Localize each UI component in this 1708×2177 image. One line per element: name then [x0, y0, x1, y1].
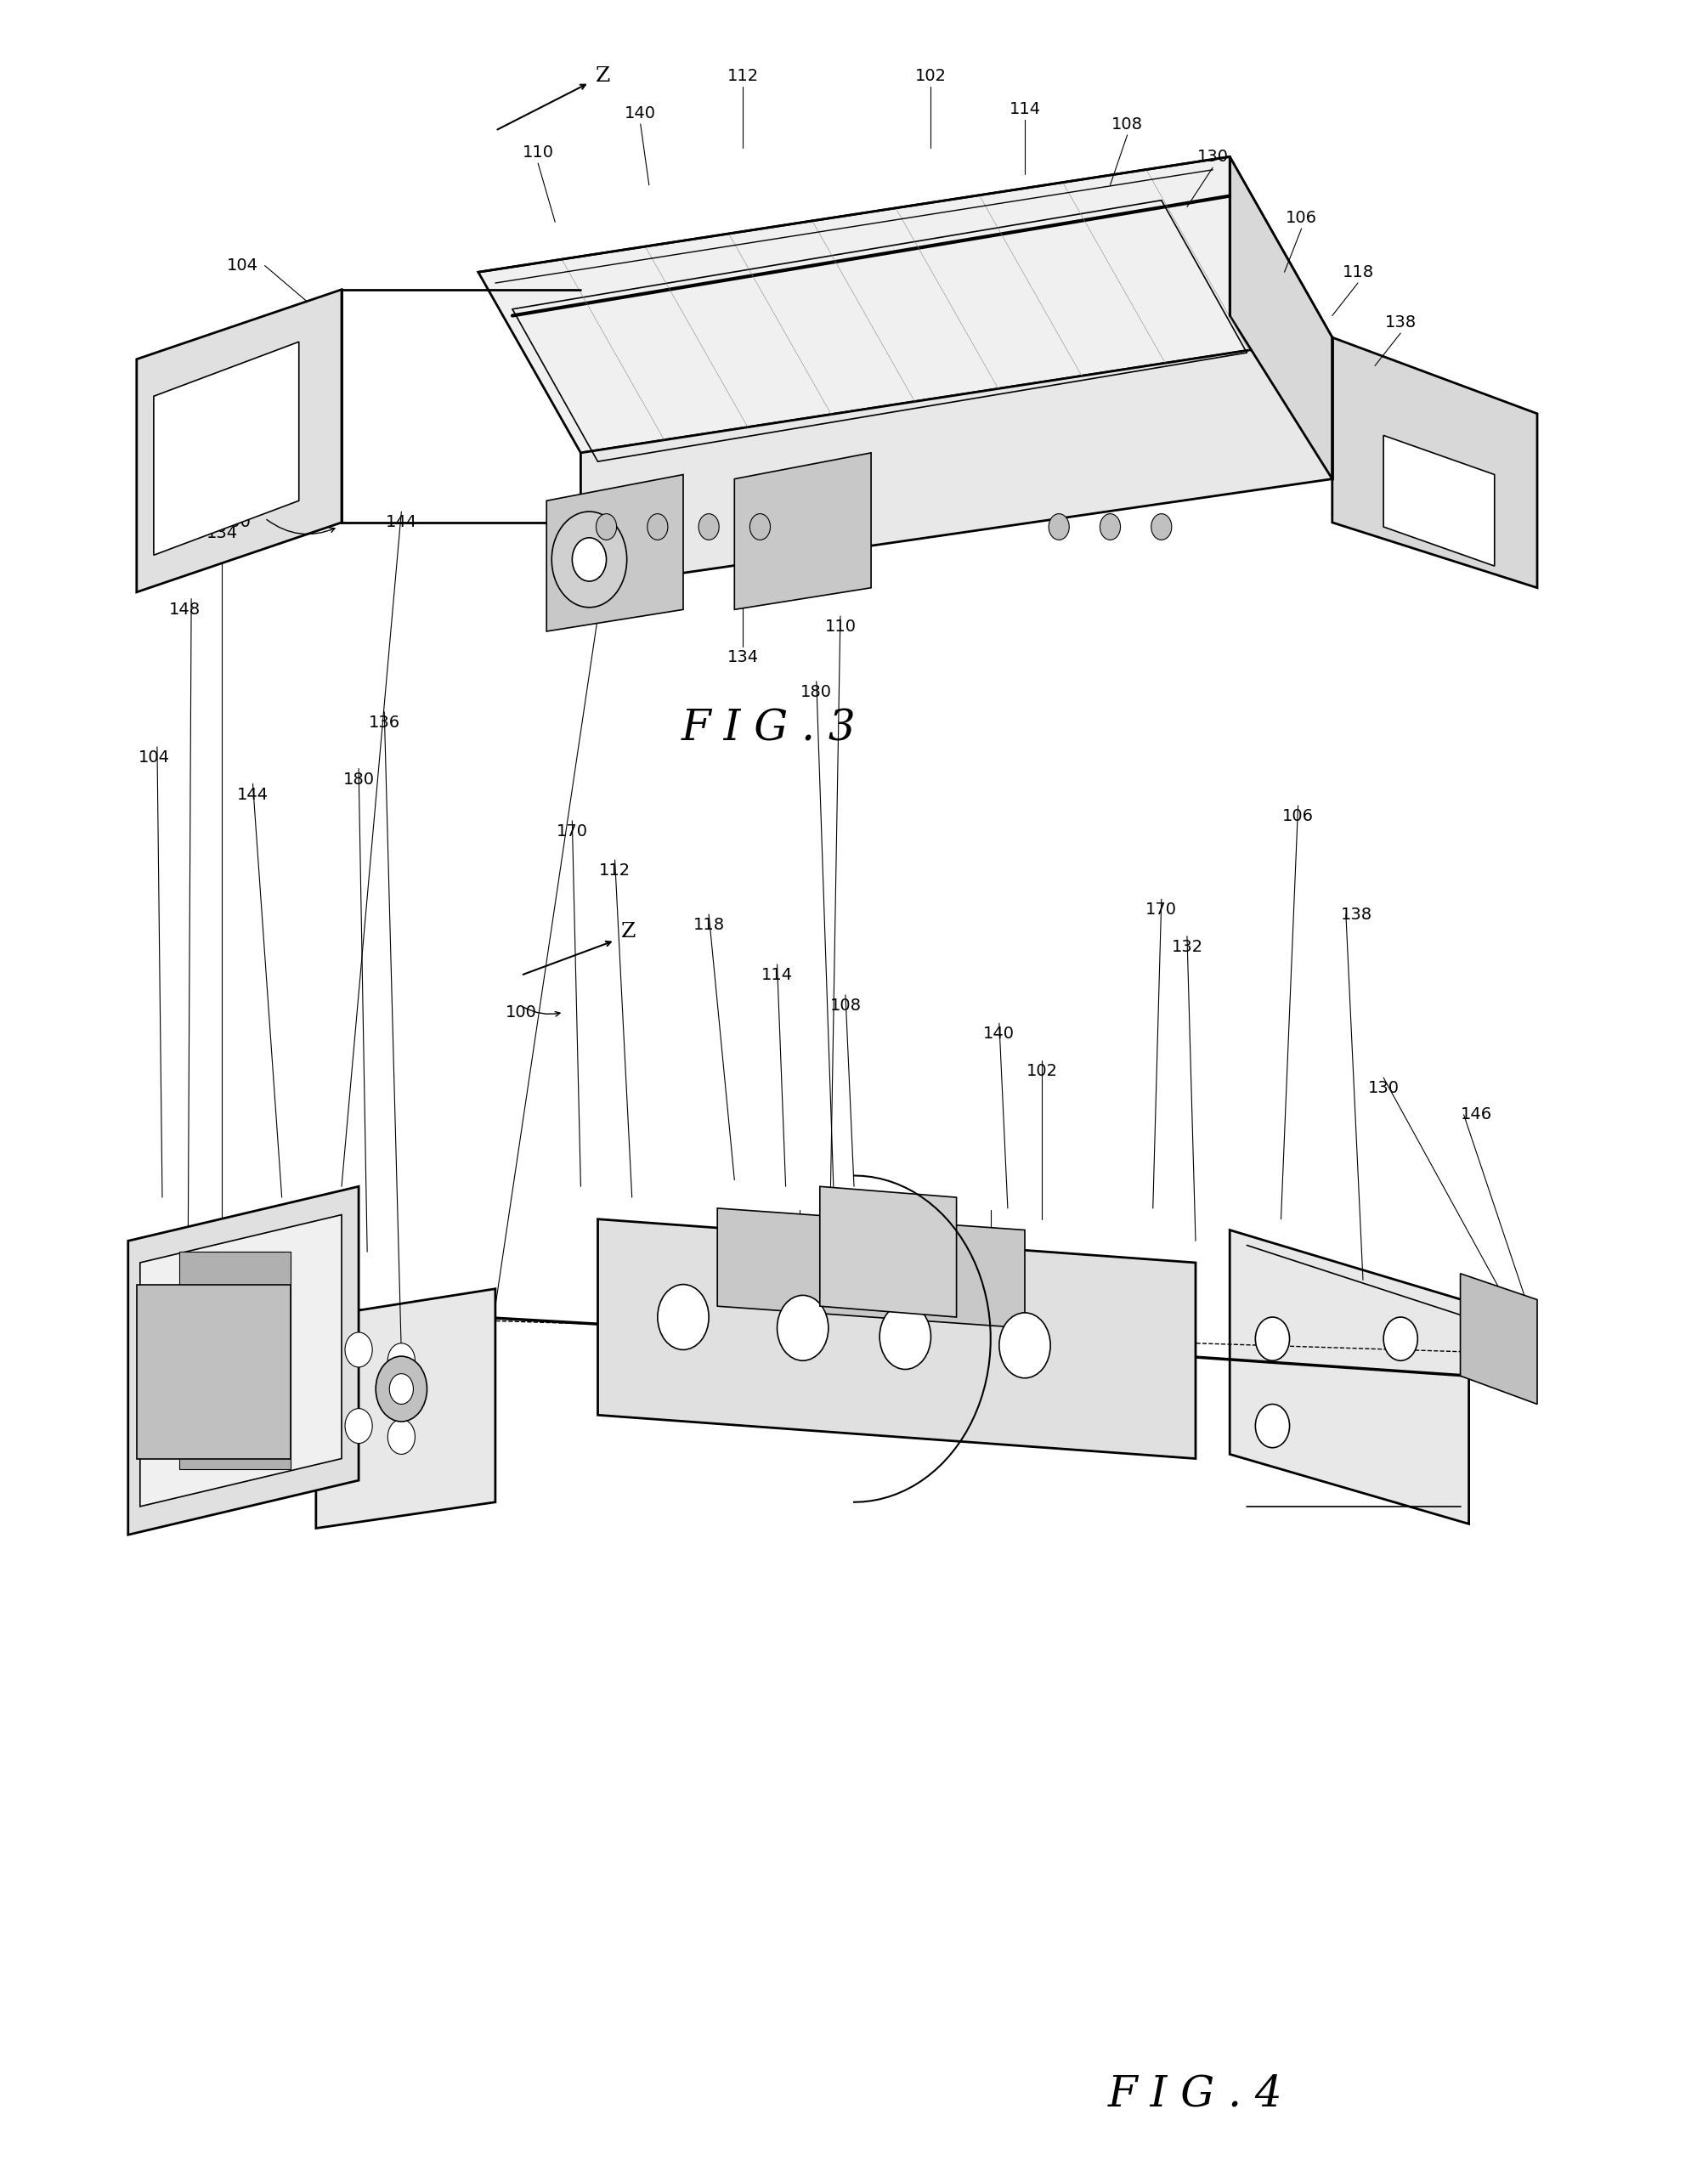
Circle shape [1255, 1404, 1290, 1448]
Text: 118: 118 [1342, 263, 1373, 281]
Circle shape [552, 512, 627, 607]
Circle shape [699, 514, 719, 540]
Text: 130: 130 [1197, 148, 1228, 165]
Polygon shape [478, 157, 1332, 453]
Text: 110: 110 [523, 144, 553, 161]
Circle shape [658, 1284, 709, 1350]
Text: 102: 102 [1027, 1062, 1057, 1080]
Polygon shape [1383, 435, 1494, 566]
Text: 144: 144 [237, 786, 268, 803]
Polygon shape [154, 342, 299, 555]
Text: 144: 144 [386, 514, 417, 531]
Bar [179, 1361, 290, 1415]
Text: 138: 138 [1341, 906, 1372, 923]
Polygon shape [1460, 1274, 1537, 1404]
Text: 140: 140 [984, 1025, 1015, 1043]
Circle shape [1151, 514, 1172, 540]
Circle shape [388, 1343, 415, 1378]
Circle shape [572, 538, 606, 581]
Circle shape [647, 514, 668, 540]
Text: 104: 104 [138, 749, 169, 766]
Text: 132: 132 [1172, 938, 1202, 956]
Circle shape [345, 1409, 372, 1443]
Text: 106: 106 [1283, 808, 1313, 825]
Text: Z: Z [596, 67, 610, 85]
Polygon shape [128, 1186, 359, 1535]
Polygon shape [1230, 1230, 1469, 1524]
Text: 114: 114 [762, 967, 793, 984]
Bar [179, 1415, 290, 1469]
Polygon shape [581, 337, 1332, 588]
Text: 130: 130 [1368, 1080, 1399, 1097]
Polygon shape [734, 453, 871, 610]
Text: 100: 100 [220, 514, 251, 531]
Circle shape [596, 514, 617, 540]
Text: 180: 180 [801, 684, 832, 701]
Text: 114: 114 [1009, 100, 1040, 118]
Text: 180: 180 [343, 771, 374, 788]
Text: Z: Z [622, 923, 635, 940]
Text: 108: 108 [830, 997, 861, 1014]
Circle shape [1049, 514, 1069, 540]
Circle shape [1255, 1317, 1290, 1361]
Polygon shape [717, 1208, 1025, 1328]
Text: 134: 134 [207, 525, 237, 542]
Text: 138: 138 [1385, 313, 1416, 331]
Text: 110: 110 [825, 618, 856, 636]
Text: 140: 140 [625, 104, 656, 122]
Polygon shape [137, 290, 342, 592]
Text: 102: 102 [915, 67, 946, 85]
Bar [179, 1306, 290, 1361]
Polygon shape [1332, 337, 1537, 588]
Text: 112: 112 [600, 862, 630, 880]
Circle shape [388, 1419, 415, 1454]
Polygon shape [140, 1215, 342, 1506]
Circle shape [345, 1332, 372, 1367]
Text: 112: 112 [728, 67, 758, 85]
Circle shape [1100, 514, 1120, 540]
Text: 118: 118 [693, 917, 724, 934]
Text: 136: 136 [369, 714, 400, 731]
Text: 104: 104 [227, 257, 258, 274]
Circle shape [999, 1313, 1050, 1378]
Circle shape [376, 1356, 427, 1422]
Text: F I G . 4: F I G . 4 [1108, 2073, 1283, 2116]
Text: 170: 170 [1146, 901, 1177, 919]
Circle shape [750, 514, 770, 540]
Circle shape [1383, 1317, 1418, 1361]
Polygon shape [316, 1289, 495, 1528]
Polygon shape [547, 475, 683, 631]
Polygon shape [1230, 157, 1332, 479]
Text: 148: 148 [169, 601, 200, 618]
Bar [137, 1284, 290, 1459]
Text: F I G . 3: F I G . 3 [681, 708, 856, 751]
Circle shape [880, 1304, 931, 1369]
Circle shape [777, 1295, 828, 1361]
Text: 142: 142 [591, 562, 622, 579]
Text: 108: 108 [1112, 115, 1143, 133]
Polygon shape [820, 1186, 956, 1317]
Text: 134: 134 [728, 649, 758, 666]
Text: 106: 106 [1286, 209, 1317, 226]
Circle shape [389, 1374, 413, 1404]
Polygon shape [598, 1219, 1196, 1459]
Text: 100: 100 [506, 1004, 536, 1021]
Bar [179, 1252, 290, 1306]
Text: 146: 146 [1460, 1106, 1491, 1123]
Text: 170: 170 [557, 823, 588, 840]
